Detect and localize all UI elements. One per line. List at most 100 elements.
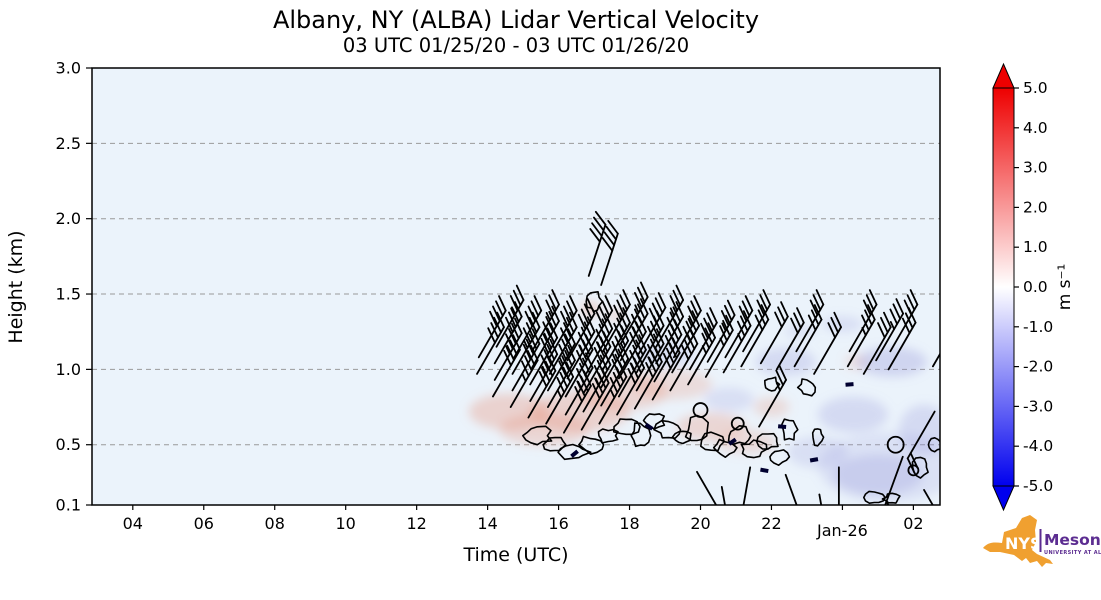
- barb-half-feather: [594, 377, 600, 387]
- barb-feather: [613, 322, 622, 340]
- barb-staff: [587, 223, 607, 277]
- barb-feather: [611, 340, 621, 358]
- barb-staff: [724, 309, 754, 359]
- x-axis-ticks: 04 06 08 10 12 14 16 18 20 22 Jan-26 02: [123, 505, 924, 540]
- barb-staff: [582, 345, 612, 395]
- barb-staff: [619, 296, 649, 345]
- colorbar-tick-label: -3.0: [1023, 397, 1053, 415]
- wind-barb: [635, 328, 665, 392]
- barb-feather: [598, 323, 608, 340]
- barb-feather: [601, 318, 611, 335]
- barb-feather: [667, 329, 677, 346]
- barb-feather: [906, 294, 916, 311]
- barb-feather: [574, 386, 583, 403]
- barb-staff: [932, 352, 940, 368]
- barb-half-feather: [687, 317, 693, 328]
- barb-staff: [602, 303, 631, 353]
- wind-barb: [862, 311, 892, 375]
- barb-feather: [638, 334, 647, 351]
- wind-barb: [584, 313, 614, 377]
- x-tick-label: 04: [123, 514, 143, 533]
- barb-half-feather: [647, 356, 653, 366]
- barb-feather: [593, 364, 603, 382]
- barb-staff: [511, 342, 541, 392]
- barb-staff: [492, 348, 521, 398]
- barb-feather: [666, 316, 676, 334]
- barb-feather: [607, 219, 619, 235]
- barb-feather: [586, 298, 596, 315]
- wind-barb: [493, 317, 523, 381]
- barb-feather: [540, 354, 550, 371]
- wind-barb: [742, 466, 752, 505]
- barb-feather: [901, 317, 911, 334]
- contour-line: [653, 419, 682, 439]
- wind-barb: [875, 298, 905, 362]
- wind-barb: [672, 295, 702, 359]
- chart-subtitle: 03 UTC 01/25/20 - 03 UTC 01/26/20: [343, 34, 689, 57]
- barb-feather: [512, 289, 522, 307]
- contour-line: [927, 437, 940, 453]
- barb-feather: [522, 343, 532, 361]
- barb-staff: [906, 410, 936, 460]
- barb-staff: [511, 326, 541, 375]
- y-axis-label: Height (km): [5, 230, 27, 343]
- barb-staff: [813, 326, 842, 375]
- shading-positive: [753, 397, 790, 418]
- shading-negative: [818, 432, 940, 503]
- barb-staff: [562, 385, 592, 434]
- barb-staff: [547, 342, 576, 392]
- barb-feather: [669, 295, 679, 312]
- wind-barb: [742, 289, 771, 353]
- barb-feather: [611, 358, 621, 376]
- barb-staff: [584, 327, 614, 377]
- barb-staff: [651, 351, 681, 401]
- barb-feather: [542, 321, 551, 338]
- barb-feather: [909, 452, 919, 469]
- y-tick-label: 0.1: [56, 496, 81, 515]
- barb-feather: [649, 320, 659, 337]
- barb-staff: [889, 303, 919, 353]
- barb-feather: [551, 289, 560, 306]
- barb-half-feather: [610, 389, 616, 399]
- barb-feather: [543, 349, 553, 366]
- barb-half-feather: [510, 307, 516, 317]
- barb-feather: [604, 295, 614, 312]
- wind-barb: [566, 316, 596, 380]
- barb-feather: [947, 315, 954, 330]
- barb-feather: [909, 289, 919, 306]
- barb-feather: [576, 349, 585, 367]
- barb-staff: [600, 232, 619, 286]
- barb-feather: [880, 316, 889, 334]
- barb-staff: [740, 318, 770, 368]
- barb-half-feather: [521, 372, 527, 382]
- barb-feather: [593, 346, 603, 364]
- barb-feather: [793, 312, 802, 329]
- barb-feather: [601, 237, 614, 252]
- barb-feather: [603, 231, 616, 246]
- barb-feather: [812, 294, 822, 311]
- barb-feather: [580, 326, 590, 343]
- barb-half-feather: [885, 500, 890, 505]
- barb-feather: [640, 298, 649, 315]
- barb-feather: [877, 322, 886, 339]
- wind-barb: [795, 289, 825, 353]
- contour-line: [630, 422, 652, 448]
- barb-feather: [612, 371, 622, 389]
- barb-feather: [741, 300, 751, 317]
- barb-staff: [884, 455, 904, 505]
- y-tick-label: 1.0: [56, 360, 81, 379]
- barb-feather: [560, 310, 569, 328]
- colorbar-label: m s⁻¹: [1055, 264, 1075, 311]
- barb-staff: [566, 312, 596, 362]
- barb-feather: [726, 299, 736, 316]
- barb-feather: [498, 295, 507, 312]
- wind-barb: [837, 466, 840, 505]
- wind-barb: [784, 473, 798, 505]
- wind-barb: [617, 334, 647, 398]
- colorbar-arrow-up: [992, 62, 1015, 89]
- barb-feather: [622, 289, 631, 306]
- velocity-contours: [522, 291, 940, 504]
- wind-barb: [547, 344, 576, 408]
- barb-feather: [904, 312, 914, 329]
